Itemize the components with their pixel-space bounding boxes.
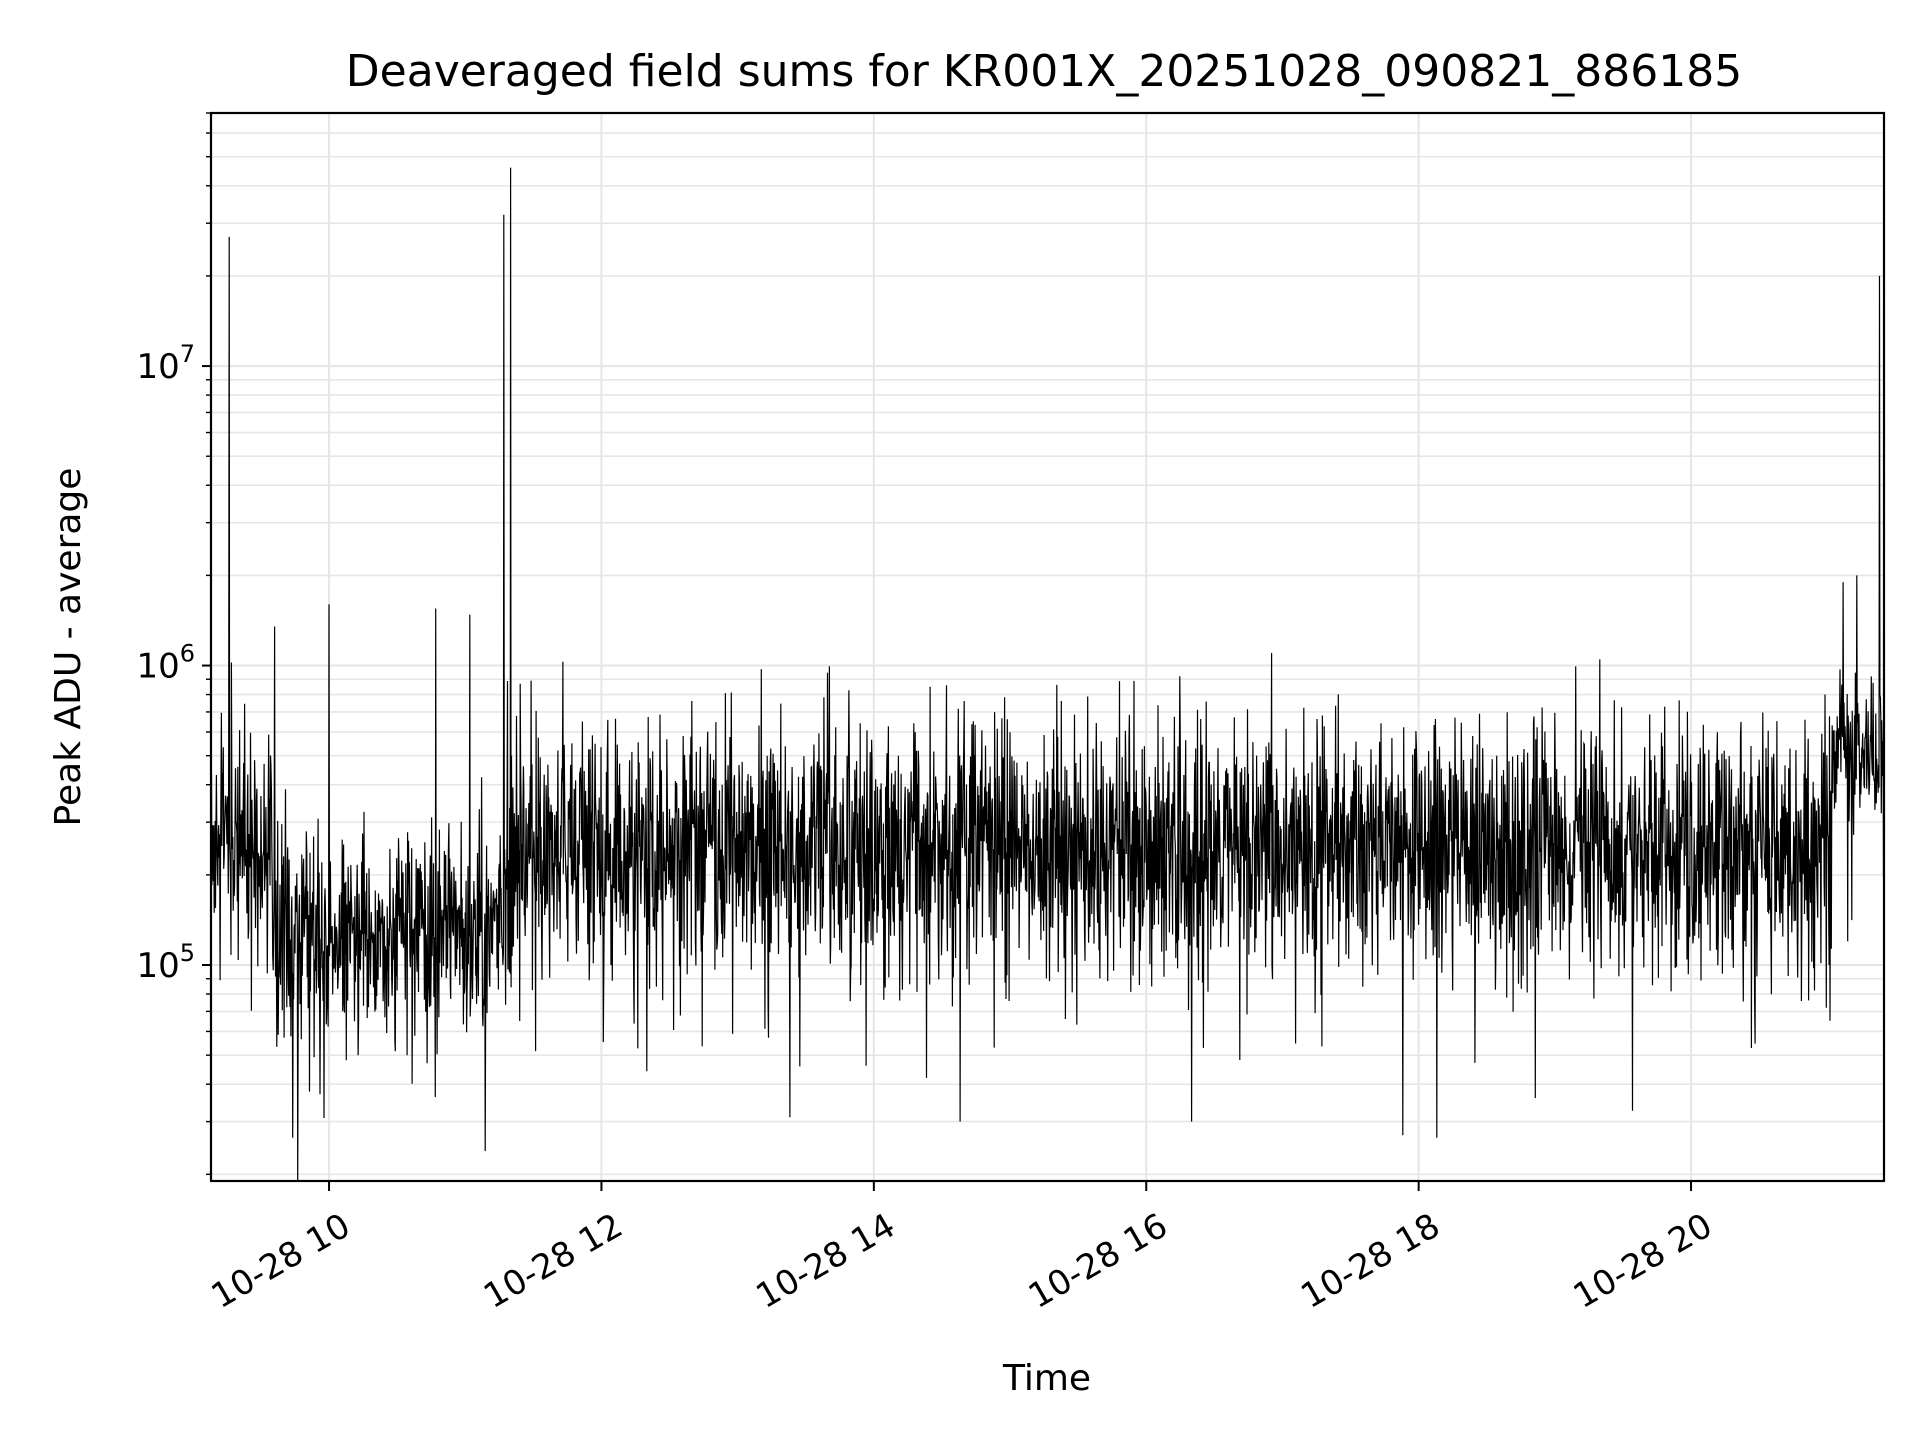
x-tick-label: 10-28 10 [205, 1206, 357, 1317]
series-layer [210, 167, 1885, 1182]
x-tick-label: 10-28 20 [1567, 1206, 1719, 1317]
x-axis: 10-28 10 10-28 12 10-28 14 10-28 16 10-28 18… [205, 1181, 1719, 1317]
grid [211, 112, 1884, 1181]
x-tick-label: 10-28 14 [750, 1206, 902, 1317]
y-axis: 105 106 107 [136, 112, 211, 1176]
chart-title: Deaveraged field sums for KR001X_2025102… [346, 46, 1742, 97]
y-tick-label: 107 [136, 340, 195, 387]
x-axis-label: Time [1002, 1358, 1091, 1399]
y-tick-label: 106 [136, 640, 195, 687]
series-line [210, 167, 1885, 1182]
x-tick-label: 10-28 18 [1294, 1206, 1446, 1317]
x-tick-label: 10-28 12 [477, 1206, 629, 1317]
x-tick-label: 10-28 16 [1022, 1206, 1174, 1317]
y-axis-label: Peak ADU - average [48, 468, 89, 827]
plot-frame [209, 111, 1886, 1183]
y-tick-label: 105 [136, 939, 195, 986]
